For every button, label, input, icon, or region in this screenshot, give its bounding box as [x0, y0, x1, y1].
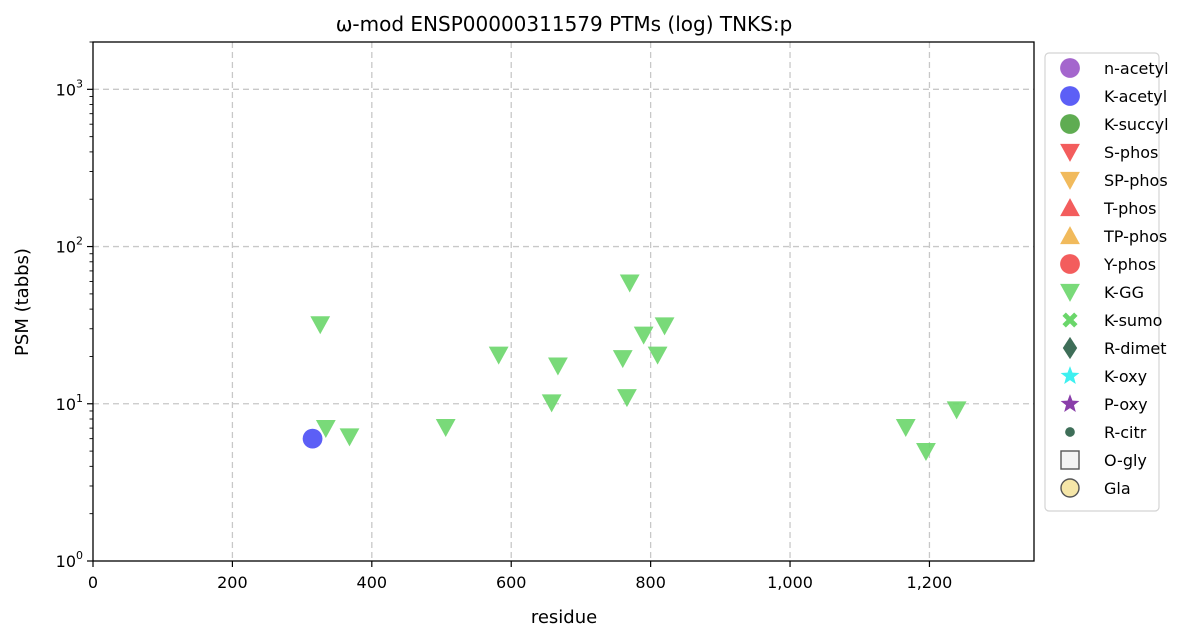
x-tick-label: 200 — [217, 573, 248, 592]
y-tick-exponent: 0 — [76, 549, 83, 562]
legend-label-n-acetyl: n-acetyl — [1104, 59, 1169, 78]
x-tick-label: 400 — [357, 573, 388, 592]
legend-label-k-gg: K-GG — [1104, 283, 1144, 302]
legend-entry-k-succyl: K-succyl — [1060, 114, 1169, 134]
y-tick-exponent: 2 — [76, 235, 83, 248]
legend-marker-tp-phos — [1060, 226, 1080, 245]
point-k-gg — [310, 316, 331, 335]
legend-marker-r-citr — [1065, 427, 1075, 437]
x-tick-label: 1,000 — [767, 573, 813, 592]
x-tick-label: 0 — [88, 573, 98, 592]
point-k-gg — [488, 346, 509, 365]
legend-entry-k-gg: K-GG — [1060, 283, 1144, 302]
x-axis-label: residue — [531, 607, 597, 628]
legend-entry-k-oxy: K-oxy — [1060, 366, 1147, 386]
x-tick-label: 600 — [496, 573, 527, 592]
legend-entry-k-acetyl: K-acetyl — [1060, 86, 1167, 106]
legend-label-k-acetyl: K-acetyl — [1104, 87, 1167, 106]
legend-marker-k-succyl — [1060, 114, 1080, 134]
legend-marker-sp-phos — [1060, 171, 1080, 190]
legend-entry-r-citr: R-citr — [1065, 423, 1147, 442]
legend-box — [1044, 52, 1160, 512]
legend-label-s-phos: S-phos — [1104, 143, 1158, 162]
y-tick-label: 100 — [56, 549, 83, 571]
legend-marker-k-gg — [1060, 283, 1080, 302]
point-k-acetyl — [302, 428, 323, 449]
legend-marker-k-oxy — [1060, 366, 1080, 385]
x-tick-label: 800 — [635, 573, 666, 592]
points-layer — [302, 274, 967, 462]
legend-label-y-phos: Y-phos — [1103, 255, 1156, 274]
y-tick-label: 101 — [56, 392, 83, 414]
y-axis-label: PSM (tabbs) — [12, 248, 33, 356]
y-tick-label: 103 — [56, 77, 83, 99]
legend-entry-p-oxy: P-oxy — [1060, 394, 1148, 414]
legend-entry-o-gly: O-gly — [1060, 450, 1147, 470]
point-k-gg — [435, 419, 456, 438]
legend-entry-sp-phos: SP-phos — [1060, 171, 1168, 190]
y-tick-exponent: 3 — [76, 77, 83, 90]
legend-marker-p-oxy — [1060, 394, 1080, 413]
legend-marker-s-phos — [1060, 143, 1080, 162]
legend-entry-tp-phos: TP-phos — [1060, 226, 1167, 246]
point-k-gg — [541, 394, 562, 413]
plot-frame — [92, 41, 1035, 562]
legend-entry-gla: Gla — [1060, 478, 1131, 498]
point-k-gg — [633, 326, 654, 345]
point-k-gg — [619, 274, 640, 293]
legend-marker-o-gly — [1060, 450, 1080, 470]
legend-layer: n-acetyl K-acetyl K-succyl S-phos SP-phos T-p… — [1044, 52, 1169, 512]
point-k-gg — [647, 346, 668, 365]
legend-entry-s-phos: S-phos — [1060, 143, 1158, 162]
legend-label-k-sumo: K-sumo — [1104, 311, 1162, 330]
legend-label-gla: Gla — [1104, 479, 1131, 498]
y-tick-base: 10 — [56, 395, 76, 414]
legend-label-r-dimet: R-dimet — [1104, 339, 1167, 358]
point-k-gg — [654, 317, 675, 336]
chart-title: ω-mod ENSP00000311579 PTMs (log) TNKS:p — [336, 12, 793, 36]
point-k-gg — [617, 389, 637, 408]
legend-marker-gla — [1060, 478, 1080, 498]
legend-label-sp-phos: SP-phos — [1104, 171, 1168, 190]
point-k-gg — [339, 428, 360, 447]
legend-label-k-oxy: K-oxy — [1104, 367, 1147, 386]
legend-label-p-oxy: P-oxy — [1104, 395, 1148, 414]
legend-label-o-gly: O-gly — [1104, 451, 1147, 470]
point-k-gg — [895, 419, 916, 438]
point-k-gg — [946, 401, 967, 420]
y-tick-base: 10 — [56, 552, 76, 571]
legend-entry-k-sumo: K-sumo — [1062, 311, 1162, 330]
legend-label-tp-phos: TP-phos — [1103, 227, 1167, 246]
point-k-gg — [315, 420, 336, 439]
legend-marker-t-phos — [1060, 198, 1080, 217]
legend-entry-t-phos: T-phos — [1060, 198, 1157, 218]
point-k-gg — [548, 357, 568, 376]
legend-marker-k-sumo — [1062, 312, 1078, 328]
x-tick-label: 1,200 — [907, 573, 953, 592]
grid-layer — [93, 42, 1034, 561]
legend-marker-n-acetyl — [1060, 58, 1080, 78]
legend-label-k-succyl: K-succyl — [1104, 115, 1169, 134]
legend-marker-k-acetyl — [1060, 86, 1080, 106]
point-k-gg — [916, 443, 936, 462]
y-tick-exponent: 1 — [76, 392, 83, 405]
legend-marker-y-phos — [1060, 254, 1080, 274]
point-k-gg — [612, 350, 633, 369]
y-tick-base: 10 — [56, 80, 76, 99]
legend-label-r-citr: R-citr — [1104, 423, 1147, 442]
legend-marker-r-dimet — [1062, 336, 1078, 360]
y-tick-base: 10 — [56, 238, 76, 257]
legend-entry-r-dimet: R-dimet — [1062, 336, 1167, 360]
legend-entry-y-phos: Y-phos — [1060, 254, 1156, 274]
legend-entry-n-acetyl: n-acetyl — [1060, 58, 1169, 78]
legend-label-t-phos: T-phos — [1103, 199, 1157, 218]
y-tick-label: 102 — [56, 235, 83, 257]
